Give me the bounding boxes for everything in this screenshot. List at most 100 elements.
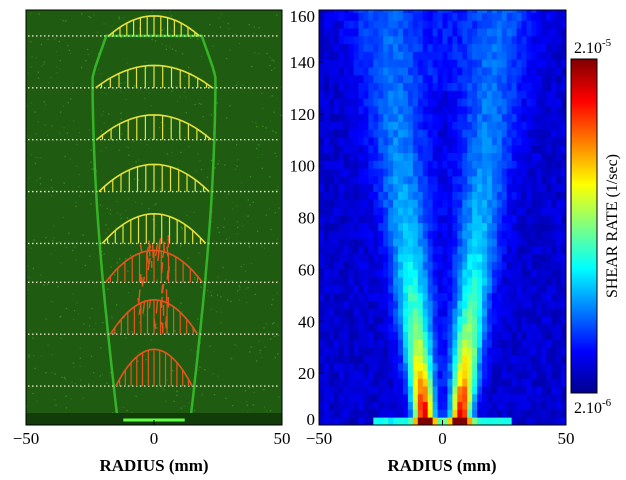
speckle — [55, 190, 57, 192]
heatmap-cell — [383, 20, 389, 29]
heatmap-cell — [323, 300, 330, 309]
heatmap-cell — [432, 323, 438, 333]
heatmap-cell — [348, 222, 354, 231]
speckle — [169, 10, 172, 12]
heatmap-cell — [516, 378, 522, 387]
heatmap-cell — [383, 214, 389, 224]
heatmap-cell — [491, 191, 498, 200]
heatmap-cell — [407, 300, 414, 309]
heatmap-cell — [358, 51, 364, 60]
heatmap-cell — [363, 362, 369, 371]
heatmap-cell — [521, 362, 527, 371]
heatmap-cell — [511, 277, 517, 286]
heatmap-cell — [521, 113, 527, 122]
speckle — [220, 311, 222, 314]
heatmap-cell — [358, 74, 364, 84]
heatmap-cell — [412, 28, 419, 37]
heatmap-cell — [467, 121, 473, 130]
speckle — [156, 388, 158, 390]
heatmap-cell — [491, 354, 498, 364]
heatmap-cell — [402, 176, 409, 185]
heatmap-cell — [521, 417, 527, 425]
heatmap-cell — [536, 246, 542, 255]
heatmap-cell — [496, 347, 503, 356]
heatmap-cell — [353, 152, 359, 161]
speckle — [177, 167, 179, 169]
heatmap-cell — [393, 10, 399, 13]
heatmap-cell — [442, 144, 448, 154]
heatmap-cell — [551, 98, 557, 107]
heatmap-cell — [348, 378, 354, 387]
speckle — [213, 197, 215, 199]
heatmap-cell — [398, 386, 404, 395]
heatmap-cell — [427, 393, 434, 403]
core-vector — [163, 245, 166, 253]
heatmap-cell — [407, 183, 414, 192]
speckle — [116, 304, 118, 306]
heatmap-cell — [358, 113, 364, 122]
heatmap-cell — [338, 113, 345, 122]
heatmap-cell — [491, 370, 498, 379]
speckle — [62, 216, 64, 219]
heatmap-cell — [546, 246, 552, 255]
heatmap-cell — [486, 417, 493, 425]
heatmap-cell — [358, 222, 364, 231]
heatmap-cell — [378, 222, 384, 231]
heatmap-cell — [491, 308, 498, 317]
heatmap-cell — [373, 129, 379, 138]
heatmap-cell — [506, 308, 513, 317]
heatmap-cell — [323, 67, 330, 76]
heatmap-cell — [486, 28, 493, 37]
heatmap-cell — [358, 230, 364, 239]
x-tick-label: 50 — [558, 429, 575, 448]
speckle — [277, 353, 279, 355]
speckle — [40, 355, 42, 357]
speckle — [210, 308, 213, 310]
heatmap-cell — [477, 10, 483, 13]
heatmap-cell — [388, 35, 394, 45]
heatmap-cell — [551, 354, 557, 364]
heatmap-cell — [457, 323, 463, 333]
heatmap-cell — [353, 67, 359, 76]
heatmap-cell — [482, 129, 488, 138]
heatmap-cell — [353, 316, 359, 325]
heatmap-cell — [412, 362, 419, 371]
heatmap-cell — [506, 238, 513, 247]
heatmap-cell — [432, 152, 438, 161]
heatmap-cell — [393, 269, 399, 278]
heatmap-cell — [511, 362, 517, 371]
heatmap-cell — [447, 98, 453, 107]
heatmap-cell — [486, 323, 493, 333]
heatmap-cell — [536, 386, 542, 395]
heatmap-cell — [432, 409, 438, 418]
heatmap-cell — [442, 199, 448, 208]
speckle — [217, 163, 219, 165]
speckle — [257, 156, 259, 159]
heatmap-cell — [457, 183, 463, 192]
heatmap-cell — [363, 12, 369, 21]
heatmap-cell — [388, 339, 394, 348]
heatmap-cell — [398, 137, 404, 146]
speckle — [269, 176, 271, 178]
heatmap-cell — [462, 28, 468, 37]
heatmap-cell — [353, 137, 359, 146]
heatmap-cell — [437, 121, 443, 130]
heatmap-cell — [417, 269, 424, 278]
heatmap-cell — [323, 168, 330, 177]
heatmap-cell — [437, 386, 443, 395]
speckle — [204, 369, 206, 371]
heatmap-cell — [333, 43, 340, 52]
heatmap-cell — [516, 12, 522, 21]
heatmap-cell — [551, 12, 557, 21]
heatmap-cell — [353, 230, 359, 239]
speckle — [76, 143, 78, 145]
speckle — [96, 171, 98, 173]
heatmap-cell — [521, 43, 527, 52]
heatmap-cell — [482, 370, 488, 379]
heatmap-cell — [328, 393, 335, 403]
speckle — [47, 283, 49, 285]
heatmap-cell — [447, 28, 453, 37]
heatmap-cell — [427, 121, 434, 130]
heatmap-cell — [348, 82, 354, 91]
heatmap-cell — [452, 144, 458, 154]
